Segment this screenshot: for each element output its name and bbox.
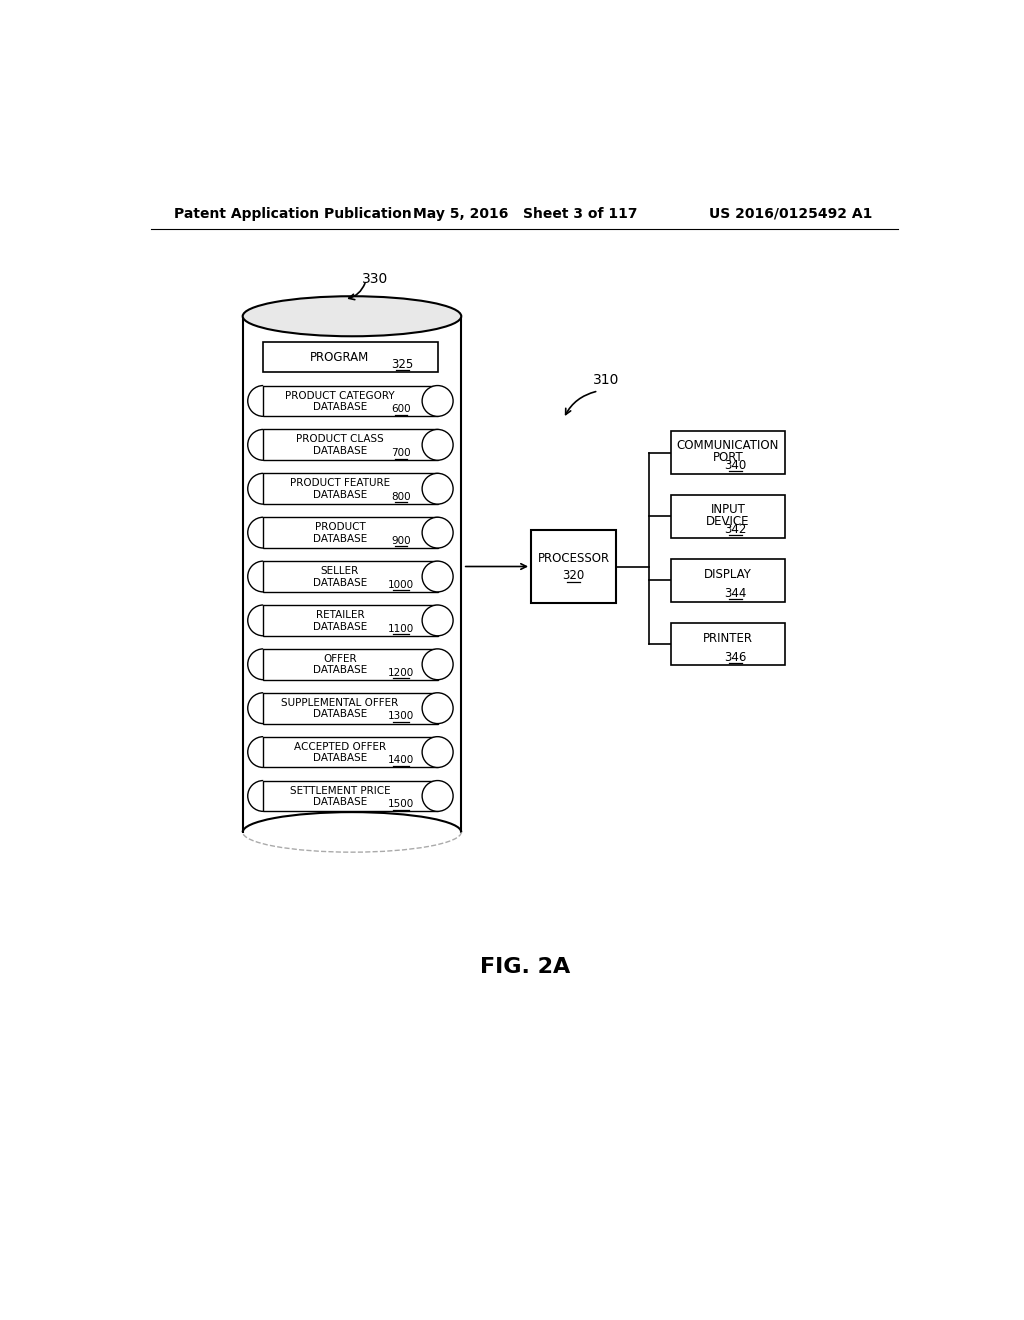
Text: 310: 310: [593, 374, 620, 387]
Text: DATABASE: DATABASE: [313, 403, 367, 412]
Text: FIG. 2A: FIG. 2A: [479, 957, 570, 977]
Text: PRINTER: PRINTER: [702, 632, 753, 645]
Bar: [531, 529, 616, 603]
Text: 342: 342: [724, 523, 746, 536]
Text: PRODUCT CLASS: PRODUCT CLASS: [296, 434, 384, 445]
Ellipse shape: [422, 780, 453, 812]
Text: PORT: PORT: [713, 450, 743, 463]
Ellipse shape: [422, 649, 453, 680]
Text: 1300: 1300: [388, 711, 414, 722]
Bar: [671, 623, 785, 665]
Bar: [263, 561, 437, 591]
Text: DATABASE: DATABASE: [313, 709, 367, 719]
Text: SETTLEMENT PRICE: SETTLEMENT PRICE: [290, 785, 390, 796]
Bar: [243, 317, 461, 832]
Text: 1400: 1400: [388, 755, 414, 766]
Ellipse shape: [422, 561, 453, 591]
Ellipse shape: [422, 693, 453, 723]
Text: 340: 340: [724, 459, 746, 473]
Text: 900: 900: [391, 536, 411, 546]
Ellipse shape: [422, 605, 453, 636]
Text: May 5, 2016   Sheet 3 of 117: May 5, 2016 Sheet 3 of 117: [413, 207, 637, 220]
Text: 600: 600: [391, 404, 411, 414]
Text: 1500: 1500: [388, 800, 414, 809]
Bar: [263, 517, 437, 548]
Text: COMMUNICATION: COMMUNICATION: [677, 440, 779, 453]
Text: 330: 330: [362, 272, 388, 286]
Text: ACCEPTED OFFER: ACCEPTED OFFER: [294, 742, 386, 751]
Text: 346: 346: [724, 651, 746, 664]
Text: 344: 344: [724, 587, 746, 601]
Bar: [263, 737, 437, 767]
Text: 320: 320: [562, 569, 585, 582]
Text: DATABASE: DATABASE: [313, 446, 367, 455]
Bar: [263, 342, 437, 372]
Text: US 2016/0125492 A1: US 2016/0125492 A1: [709, 207, 872, 220]
Text: PRODUCT CATEGORY: PRODUCT CATEGORY: [285, 391, 395, 400]
Ellipse shape: [422, 429, 453, 461]
Text: DATABASE: DATABASE: [313, 578, 367, 587]
Text: RETAILER: RETAILER: [315, 610, 365, 620]
Text: 1100: 1100: [388, 624, 414, 634]
Ellipse shape: [422, 474, 453, 504]
Text: DATABASE: DATABASE: [313, 490, 367, 500]
Ellipse shape: [422, 385, 453, 416]
Text: 325: 325: [391, 358, 414, 371]
Text: Patent Application Publication: Patent Application Publication: [174, 207, 413, 220]
Text: DISPLAY: DISPLAY: [703, 569, 752, 582]
Text: 800: 800: [391, 492, 411, 502]
Bar: [263, 693, 437, 723]
Text: 1200: 1200: [388, 668, 414, 677]
Text: DATABASE: DATABASE: [313, 665, 367, 676]
Bar: [263, 385, 437, 416]
Text: 1000: 1000: [388, 579, 414, 590]
Text: SUPPLEMENTAL OFFER: SUPPLEMENTAL OFFER: [282, 698, 398, 708]
Text: DATABASE: DATABASE: [313, 533, 367, 544]
Text: OFFER: OFFER: [324, 653, 356, 664]
Text: DATABASE: DATABASE: [313, 797, 367, 807]
Bar: [263, 605, 437, 636]
Ellipse shape: [422, 517, 453, 548]
Text: 700: 700: [391, 449, 411, 458]
Ellipse shape: [243, 296, 461, 337]
Text: SELLER: SELLER: [321, 566, 359, 576]
Bar: [671, 432, 785, 474]
Bar: [263, 474, 437, 504]
Text: INPUT: INPUT: [711, 503, 745, 516]
Ellipse shape: [422, 737, 453, 767]
Bar: [671, 560, 785, 602]
Text: PRODUCT: PRODUCT: [314, 523, 366, 532]
Bar: [671, 495, 785, 537]
Text: PROGRAM: PROGRAM: [310, 351, 370, 363]
Bar: [263, 429, 437, 461]
Text: DEVICE: DEVICE: [707, 515, 750, 528]
Text: PROCESSOR: PROCESSOR: [538, 552, 609, 565]
Text: PRODUCT FEATURE: PRODUCT FEATURE: [290, 478, 390, 488]
Bar: [263, 780, 437, 812]
Bar: [263, 649, 437, 680]
Text: DATABASE: DATABASE: [313, 754, 367, 763]
Text: DATABASE: DATABASE: [313, 622, 367, 631]
